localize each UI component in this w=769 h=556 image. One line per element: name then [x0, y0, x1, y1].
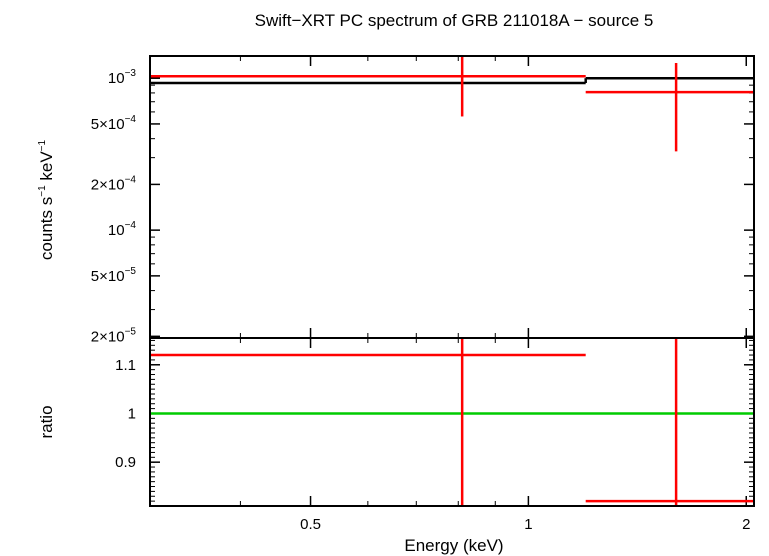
x-tick-labels: 0.5 1 2 [300, 516, 750, 533]
y-tick-exponent: −5 [125, 266, 137, 277]
y-tick-mantissa: 2×10 [91, 328, 125, 345]
y-tick-exponent: −4 [125, 220, 137, 231]
ylabel-superscript-2: −1 [37, 139, 48, 151]
ylabel-superscript-1: −1 [37, 185, 48, 197]
y-tick-exponent: −4 [125, 174, 137, 185]
x-axis-label: Energy (keV) [404, 536, 503, 555]
y-tick-label: 2×10−5 [91, 326, 137, 345]
y-axis-label-ratio: ratio [37, 405, 56, 438]
ratio-y-tick-label: 1 [128, 405, 136, 422]
x-tick-label: 2 [742, 516, 750, 533]
y-tick-mantissa: 10 [108, 70, 125, 87]
y-tick-label: 10−3 [108, 68, 137, 87]
ratio-ticks [149, 338, 754, 506]
y-axis-label-spectrum: counts s−1 keV−1 [37, 139, 56, 260]
y-tick-label: 2×10−4 [91, 174, 137, 193]
y-tick-label: 10−4 [108, 220, 137, 239]
chart-title: Swift−XRT PC spectrum of GRB 211018A − s… [255, 11, 654, 30]
y-tick-exponent: −4 [125, 114, 137, 125]
ratio-marks [150, 338, 754, 506]
y-tick-mantissa: 5×10 [91, 268, 125, 285]
ylabel-mid-part: keV [37, 151, 56, 186]
spectrum-panel-frame [149, 55, 755, 339]
y-tick-exponent: −5 [125, 326, 137, 337]
y-tick-mantissa: 2×10 [91, 176, 125, 193]
y-tick-mantissa: 5×10 [91, 116, 125, 133]
spectrum-y-tick-labels: 10−35×10−42×10−410−45×10−52×10−5 [91, 68, 137, 345]
y-tick-mantissa: 10 [108, 222, 125, 239]
x-tick-label: 1 [524, 516, 532, 533]
ratio-panel-frame [149, 337, 755, 507]
y-tick-exponent: −3 [125, 68, 137, 79]
x-tick-label: 0.5 [300, 516, 321, 533]
ratio-y-tick-labels: 0.9 1 1.1 [115, 357, 136, 471]
y-tick-label: 5×10−4 [91, 114, 137, 133]
spectrum-marks [150, 56, 754, 152]
ratio-y-tick-label: 1.1 [115, 357, 136, 374]
spectrum-ticks [149, 56, 754, 338]
y-tick-label: 5×10−5 [91, 266, 137, 285]
ylabel-main-part: counts s [37, 197, 56, 260]
ratio-y-tick-label: 0.9 [115, 454, 136, 471]
